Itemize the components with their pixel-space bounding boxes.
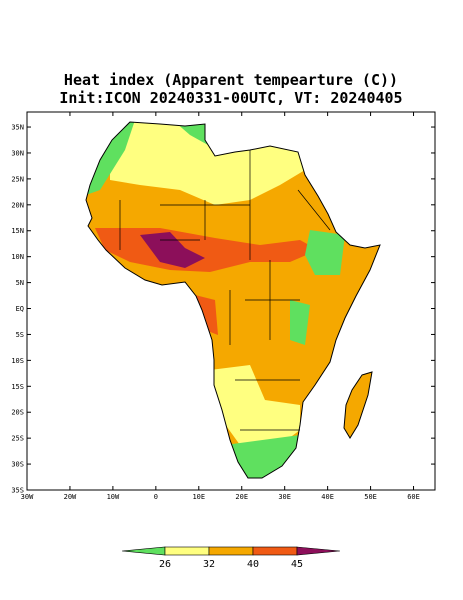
lat-tick-label: 30N — [11, 149, 24, 157]
colorbar-box — [208, 546, 254, 556]
lat-tick-label: 20S — [11, 409, 24, 417]
country-borders — [119, 150, 331, 431]
lon-tick-label: 30E — [278, 493, 291, 501]
colorbar-triangle — [121, 546, 166, 556]
madagascar — [343, 371, 373, 439]
lon-tick-label: 30W — [21, 493, 34, 501]
lon-tick-label: 10W — [107, 493, 120, 501]
lat-tick-label: 35S — [11, 487, 24, 495]
lon-tick-label: 10E — [192, 493, 205, 501]
field-green-ethiopia — [305, 230, 345, 275]
colorbar-box — [252, 546, 298, 556]
lat-tick-label: 25S — [11, 435, 24, 443]
lat-tick-label: 20N — [11, 201, 24, 209]
field-red-gabon — [195, 295, 218, 335]
lon-tick-label: 20W — [64, 493, 77, 501]
colorbar-triangle — [296, 546, 341, 556]
africa-coastline — [85, 121, 381, 479]
lon-tick-label: 50E — [364, 493, 377, 501]
colorbar-label: 26 — [159, 559, 171, 570]
colorbar-label: 45 — [291, 559, 303, 570]
lat-tick-label: EQ — [16, 305, 24, 313]
lon-tick-label: 20E — [235, 493, 248, 501]
lon-tick-label: 60E — [407, 493, 420, 501]
field-yellow-south — [210, 365, 300, 445]
field-purple-nigeria — [140, 232, 205, 268]
lat-tick-label: 5N — [16, 279, 24, 287]
colorbar-box — [164, 546, 210, 556]
lat-tick-label: 15S — [11, 383, 24, 391]
field-green-n — [175, 122, 210, 145]
lat-tick-label: 10S — [11, 357, 24, 365]
lat-tick-label: 15N — [11, 227, 24, 235]
lon-tick-label: 0 — [154, 493, 158, 501]
map-subtitle: Init:ICON 20240331-00UTC, VT: 20240405 — [59, 89, 402, 107]
lat-tick-label: 30S — [11, 461, 24, 469]
lat-tick-label: 35N — [11, 124, 24, 132]
lat-tick-label: 25N — [11, 175, 24, 183]
field-green-lakes — [290, 300, 310, 345]
colorbar-label: 32 — [203, 559, 215, 570]
map-title: Heat index (Apparent tempearture (C)) — [64, 71, 398, 89]
lon-tick-label: 40E — [321, 493, 334, 501]
lat-tick-label: 10N — [11, 253, 24, 261]
lat-tick-label: 5S — [16, 331, 24, 339]
colorbar-label: 40 — [247, 559, 259, 570]
